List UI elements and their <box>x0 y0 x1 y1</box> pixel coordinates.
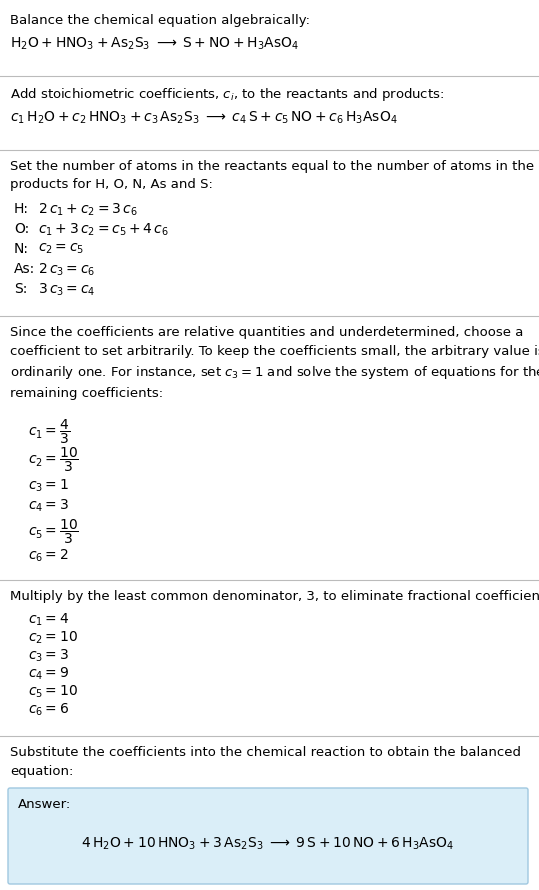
Text: S:: S: <box>14 282 27 296</box>
Text: Substitute the coefficients into the chemical reaction to obtain the balanced
eq: Substitute the coefficients into the che… <box>10 746 521 778</box>
Text: $\mathrm{H_2O + HNO_3 + As_2S_3 \;\longrightarrow\; S + NO + H_3AsO_4}$: $\mathrm{H_2O + HNO_3 + As_2S_3 \;\longr… <box>10 36 299 53</box>
Text: Answer:: Answer: <box>18 798 71 811</box>
Text: Balance the chemical equation algebraically:: Balance the chemical equation algebraica… <box>10 14 310 27</box>
Text: N:: N: <box>14 242 29 256</box>
FancyBboxPatch shape <box>8 788 528 884</box>
Text: $c_2 = c_5$: $c_2 = c_5$ <box>38 242 84 256</box>
Text: $c_4 = 3$: $c_4 = 3$ <box>28 498 69 514</box>
Text: H:: H: <box>14 202 29 216</box>
Text: O:: O: <box>14 222 29 236</box>
Text: $c_3 = 1$: $c_3 = 1$ <box>28 478 69 495</box>
Text: Set the number of atoms in the reactants equal to the number of atoms in the
pro: Set the number of atoms in the reactants… <box>10 160 534 191</box>
Text: Add stoichiometric coefficients, $c_i$, to the reactants and products:: Add stoichiometric coefficients, $c_i$, … <box>10 86 444 103</box>
Text: $c_3 = 3$: $c_3 = 3$ <box>28 648 69 665</box>
Text: Multiply by the least common denominator, 3, to eliminate fractional coefficient: Multiply by the least common denominator… <box>10 590 539 603</box>
Text: $c_1\,\mathrm{H_2O} + c_2\,\mathrm{HNO_3} + c_3\,\mathrm{As_2S_3} \;\longrightar: $c_1\,\mathrm{H_2O} + c_2\,\mathrm{HNO_3… <box>10 110 398 126</box>
Text: $3\,c_3 = c_4$: $3\,c_3 = c_4$ <box>38 282 95 298</box>
Text: $c_4 = 9$: $c_4 = 9$ <box>28 666 69 683</box>
Text: Since the coefficients are relative quantities and underdetermined, choose a
coe: Since the coefficients are relative quan… <box>10 326 539 400</box>
Text: $2\,c_3 = c_6$: $2\,c_3 = c_6$ <box>38 262 95 279</box>
Text: $c_5 = 10$: $c_5 = 10$ <box>28 684 78 700</box>
Text: $2\,c_1 + c_2 = 3\,c_6$: $2\,c_1 + c_2 = 3\,c_6$ <box>38 202 138 218</box>
Text: $c_1 = 4$: $c_1 = 4$ <box>28 612 69 628</box>
Text: $c_6 = 6$: $c_6 = 6$ <box>28 702 69 718</box>
Text: $c_6 = 2$: $c_6 = 2$ <box>28 548 68 564</box>
Text: $c_5 = \dfrac{10}{3}$: $c_5 = \dfrac{10}{3}$ <box>28 518 79 546</box>
Text: $c_2 = 10$: $c_2 = 10$ <box>28 630 78 646</box>
Text: $c_2 = \dfrac{10}{3}$: $c_2 = \dfrac{10}{3}$ <box>28 446 79 474</box>
Text: $4\,\mathrm{H_2O} + 10\,\mathrm{HNO_3} + 3\,\mathrm{As_2S_3} \;\longrightarrow\;: $4\,\mathrm{H_2O} + 10\,\mathrm{HNO_3} +… <box>81 836 454 853</box>
Text: $c_1 = \dfrac{4}{3}$: $c_1 = \dfrac{4}{3}$ <box>28 418 70 447</box>
Text: As:: As: <box>14 262 35 276</box>
Text: $c_1 + 3\,c_2 = c_5 + 4\,c_6$: $c_1 + 3\,c_2 = c_5 + 4\,c_6$ <box>38 222 169 239</box>
